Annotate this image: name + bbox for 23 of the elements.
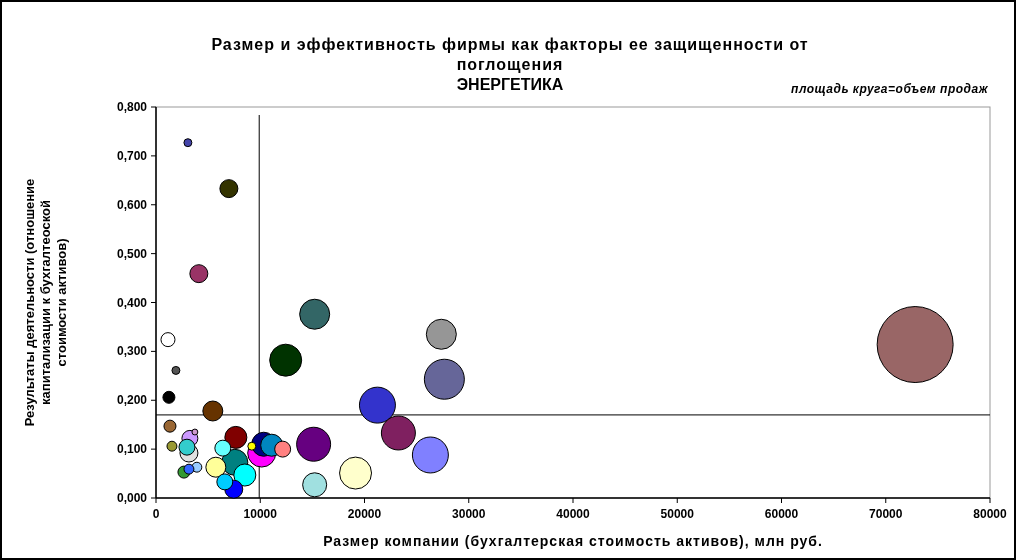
text: площадь круга=объем продаж: [791, 82, 989, 96]
chart-subtitle: ЭНЕРГЕТИКА: [456, 76, 564, 93]
x-tick-label: 80000: [973, 507, 1008, 521]
y-tick-label: 0,300: [116, 344, 148, 359]
y-axis-title: Результаты деятельности (отношение капитализации к бухгалтеоской стоимости активов): [22, 178, 69, 427]
y-tick-label: 0,200: [116, 393, 148, 408]
y-tick-label: 0,700: [116, 148, 148, 163]
y-tick-label: 0,100: [116, 442, 148, 457]
x-axis-title: Размер компании (бухгалтерская стоимость активов), млн руб.: [323, 533, 823, 549]
x-tick-label: 30000: [452, 507, 486, 521]
y-tick-label: 0,500: [116, 246, 148, 261]
x-tick-label: 70000: [869, 507, 903, 521]
x-tick-label: 0: [152, 507, 160, 521]
y-tick-label: 0,400: [116, 295, 148, 310]
y-tick-label: 0,000: [116, 491, 148, 505]
x-tick-label: 10000: [243, 507, 278, 521]
y-tick-label: 0,800: [116, 100, 148, 114]
y-tick-label: 0,600: [116, 197, 148, 212]
x-tick-label: 20000: [347, 507, 382, 521]
x-tick-label: 60000: [764, 507, 799, 521]
x-tick-label: 40000: [556, 507, 591, 521]
x-tick-label: 50000: [660, 507, 695, 521]
chart-title: Размер и эффективность фирмы как факторы ее защищенности от поглощения: [211, 36, 809, 73]
